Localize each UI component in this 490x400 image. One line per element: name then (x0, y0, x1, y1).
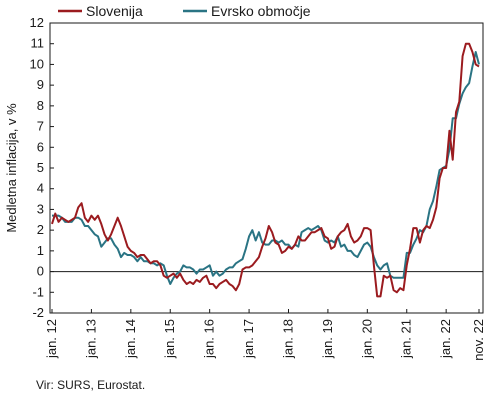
x-tick-label: jan. 12 (44, 319, 59, 359)
y-tick-label: 2 (37, 222, 44, 237)
y-tick-label: 3 (37, 201, 44, 216)
x-tick-label: jan. 20 (359, 319, 374, 359)
y-tick-label: 7 (37, 119, 44, 134)
y-tick-label: 12 (30, 15, 44, 30)
legend-label: Evrsko območje (211, 3, 311, 19)
y-tick-label: 1 (37, 243, 44, 258)
y-tick-label: 9 (37, 77, 44, 92)
x-tick-label: jan. 19 (320, 319, 335, 359)
x-tick-label: jan. 13 (83, 319, 98, 359)
series-line-evrsko-obmocje (52, 51, 480, 285)
y-axis-label: Medletna inflacija, v % (4, 103, 19, 233)
legend-item-slovenija: Slovenija (58, 3, 143, 19)
legend-item-evrsko-obmocje: Evrsko območje (183, 3, 311, 19)
legend-label: Slovenija (86, 3, 143, 19)
x-tick-label: jan. 14 (123, 319, 138, 359)
y-tick-label: 5 (37, 160, 44, 175)
y-tick-label: 0 (37, 264, 44, 279)
x-tick-label: jan. 22 (438, 319, 453, 359)
plot-area (49, 22, 484, 314)
x-tick-label: jan. 15 (162, 319, 177, 359)
y-tick-label: 8 (37, 98, 44, 113)
source-note: Vir: SURS, Eurostat. (36, 378, 146, 392)
y-tick-label: 4 (37, 181, 44, 196)
x-tick-label: jan. 18 (280, 319, 295, 359)
y-tick-label: 11 (31, 36, 45, 51)
series-line-slovenija (51, 42, 480, 298)
x-tick-label: jan. 16 (202, 319, 217, 359)
y-tick-label: 6 (37, 139, 44, 154)
y-tick-label: -1 (32, 284, 44, 299)
plot-frame (49, 22, 484, 314)
x-tick-label: nov. 22 (471, 319, 486, 361)
legend: Slovenija Evrsko območje (58, 3, 311, 19)
x-tick-label: jan. 21 (399, 319, 414, 359)
y-tick-label: 10 (30, 56, 44, 71)
x-axis: jan. 12 jan. 13 jan. 14 jan. 15 jan. 16 jan. … (44, 309, 486, 361)
x-tick-label: jan. 17 (241, 319, 256, 359)
y-tick-label: -2 (32, 305, 44, 320)
